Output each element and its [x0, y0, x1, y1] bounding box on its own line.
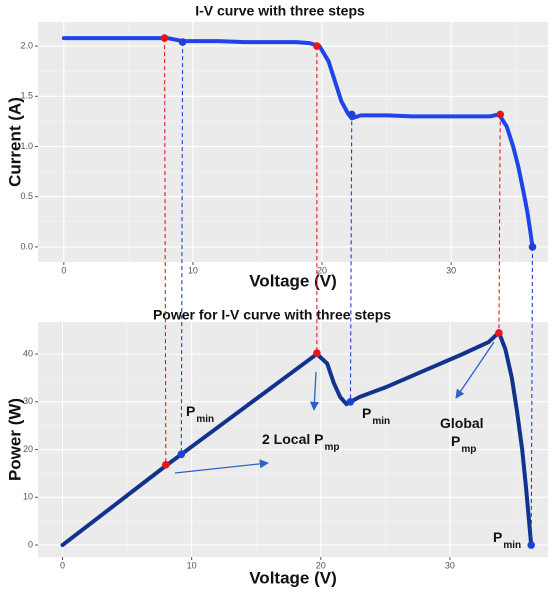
connector	[349, 114, 353, 402]
x-tick-label: 30	[446, 265, 456, 275]
connector	[180, 42, 184, 455]
plot-panel	[38, 22, 548, 262]
point	[313, 349, 321, 357]
y-tick-label: 1.0	[20, 141, 33, 151]
annotation: Pmin	[493, 529, 521, 551]
annotation-subscript: min	[503, 540, 521, 551]
x-tick-label: 10	[188, 265, 198, 275]
annotation-text: P	[493, 529, 502, 545]
plot-panel	[38, 322, 548, 557]
x-tick-label: 30	[445, 560, 455, 570]
y-tick-label: 40	[23, 348, 33, 358]
y-tick-label: 1.5	[20, 91, 33, 101]
annotation-text: P	[186, 403, 195, 419]
point	[527, 541, 536, 549]
y-tick-label: 10	[23, 492, 33, 502]
annotation: Global	[440, 415, 484, 431]
chart-title: Power for I-V curve with three steps	[153, 307, 391, 323]
y-axis-label: Power (W)	[5, 398, 24, 481]
annotation-text: Global	[440, 415, 484, 431]
arrows	[174, 341, 495, 474]
arrow	[455, 341, 495, 399]
annotation-text: P	[451, 433, 460, 449]
annotation-text: 2 Local P	[262, 431, 323, 447]
annotation: Pmin	[186, 403, 214, 425]
annotation: 2 Local Pmp	[262, 431, 339, 453]
annotation-subscript: mp	[461, 444, 476, 455]
arrow	[309, 371, 319, 411]
connector	[163, 38, 167, 465]
y-tick-label: 20	[23, 444, 33, 454]
annotation-text: P	[362, 405, 371, 421]
annotation: Pmin	[362, 405, 390, 427]
annotation-subscript: min	[196, 414, 214, 425]
chart: 0 10 20 30 0 10 20 30 40 Power for I-V curve with…	[5, 307, 548, 587]
chart-title: I-V curve with three steps	[195, 3, 365, 19]
annotation-subscript: mp	[324, 442, 339, 453]
curve	[60, 330, 534, 548]
annotation: Pmp	[451, 433, 476, 455]
x-tick-label: 10	[187, 560, 197, 570]
x-axis-label: Voltage (V)	[249, 271, 337, 290]
chart: 0 10 20 30 0.0 0.5 1.0 1.5 2.0 I-V curve with thr…	[5, 3, 548, 290]
point	[177, 450, 186, 459]
x-tick-label: 20	[317, 265, 327, 275]
arrow	[174, 459, 269, 474]
annotation-subscript: min	[372, 416, 390, 427]
connector	[530, 246, 534, 546]
y-tick-label: 0.5	[20, 191, 33, 201]
connector	[498, 114, 501, 333]
y-tick-label: 2.0	[20, 40, 33, 50]
y-tick-label: 30	[23, 396, 33, 406]
x-axis-label: Voltage (V)	[249, 568, 337, 587]
y-axis-label: Current (A)	[5, 97, 24, 187]
point	[162, 461, 170, 469]
x-tick-label: 0	[61, 265, 66, 275]
y-tick-label: 0	[28, 539, 33, 549]
y-tick-label: 0.0	[20, 241, 33, 251]
x-tick-label: 0	[60, 560, 65, 570]
x-tick-label: 20	[316, 560, 326, 570]
